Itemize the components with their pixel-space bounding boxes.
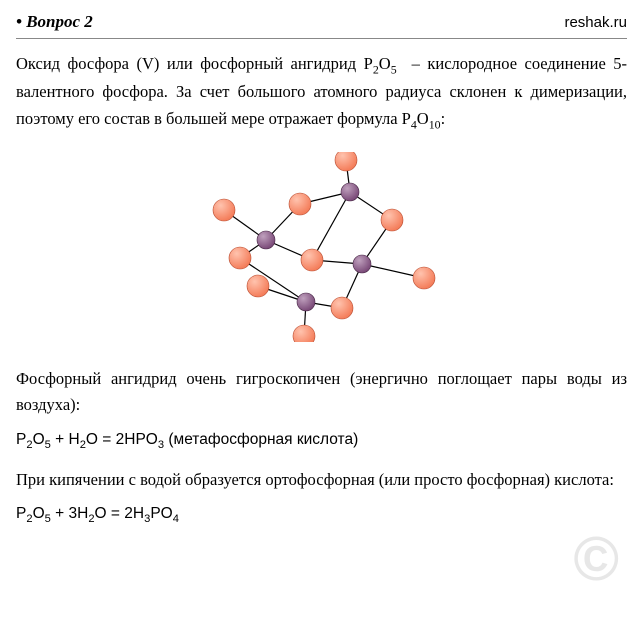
oxygen-atom bbox=[331, 297, 353, 319]
oxygen-atom bbox=[381, 209, 403, 231]
phosphorus-atom bbox=[341, 183, 359, 201]
question-title: • Вопрос 2 bbox=[16, 12, 93, 32]
phosphorus-atom bbox=[257, 231, 275, 249]
paragraph-1: Оксид фосфора (V) или фосфорный ангидрид… bbox=[16, 51, 627, 134]
oxygen-atom bbox=[335, 152, 357, 171]
phosphorus-atom bbox=[353, 255, 371, 273]
bond bbox=[312, 192, 350, 260]
equation-2: P2O5 + 3H2O = 2H3PO4 bbox=[16, 505, 627, 525]
phosphorus-atom bbox=[297, 293, 315, 311]
paragraph-3: При кипячении с водой образуется ортофос… bbox=[16, 467, 627, 493]
watermark-copyright: © bbox=[573, 524, 619, 595]
oxygen-atom bbox=[289, 193, 311, 215]
header-row: • Вопрос 2 reshak.ru bbox=[16, 12, 627, 39]
equation-1: P2O5 + H2O = 2HPO3 (метафосфорная кислот… bbox=[16, 431, 627, 451]
site-link[interactable]: reshak.ru bbox=[564, 14, 627, 31]
oxygen-atom bbox=[413, 267, 435, 289]
paragraph-2: Фосфорный ангидрид очень гигроскопичен (… bbox=[16, 366, 627, 419]
oxygen-atom bbox=[229, 247, 251, 269]
molecule-figure bbox=[16, 152, 627, 342]
oxygen-atom bbox=[301, 249, 323, 271]
oxygen-atom bbox=[247, 275, 269, 297]
molecule-svg bbox=[202, 152, 442, 342]
oxygen-atom bbox=[293, 325, 315, 342]
oxygen-atom bbox=[213, 199, 235, 221]
